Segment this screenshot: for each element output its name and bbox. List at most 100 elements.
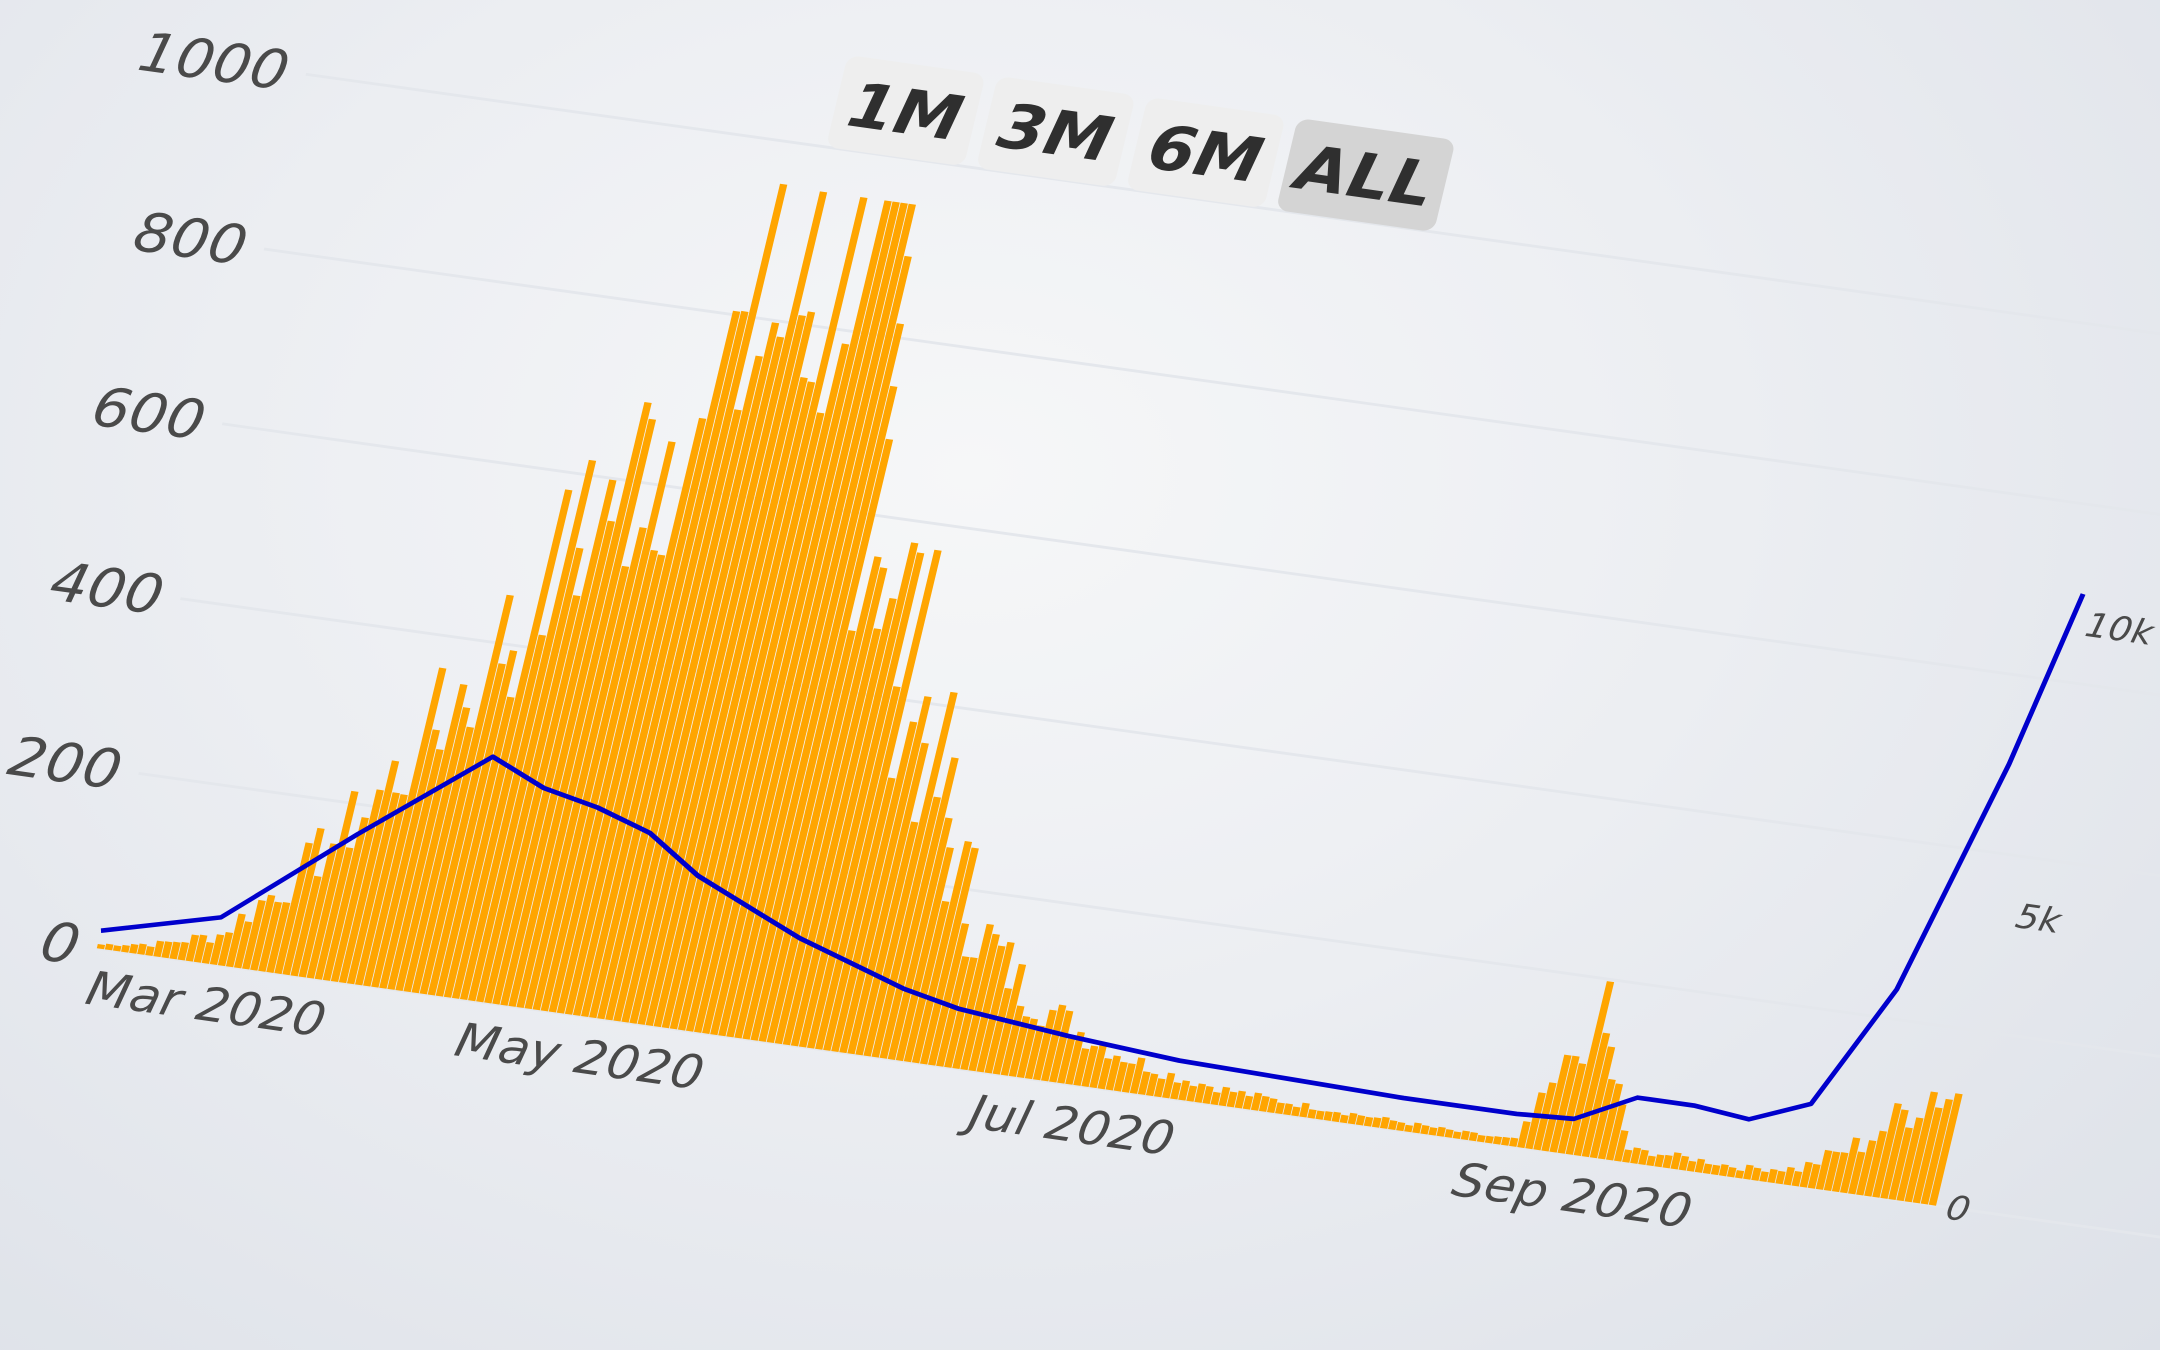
bar <box>1065 1031 1085 1085</box>
bar <box>258 901 283 972</box>
bar <box>112 945 122 952</box>
y-axis-right: 0 5k 10k <box>1942 605 2159 1229</box>
bar <box>669 412 825 1030</box>
range-button-6m[interactable]: 6M <box>1126 97 1286 208</box>
bar <box>613 336 785 1022</box>
bar <box>1565 981 1615 1155</box>
bar <box>177 941 189 961</box>
bar <box>1145 1073 1159 1097</box>
bar <box>879 757 959 1059</box>
bar <box>193 934 208 963</box>
bar <box>1412 1122 1422 1134</box>
bar <box>1081 1045 1099 1088</box>
bar <box>1331 1111 1342 1123</box>
bar <box>492 520 615 1005</box>
gridline-4 <box>263 247 2160 550</box>
bar <box>1307 1109 1317 1119</box>
bar <box>1210 1091 1221 1106</box>
bar <box>1315 1110 1325 1120</box>
bar <box>1234 1090 1246 1109</box>
bar <box>379 748 444 989</box>
bar <box>1856 1140 1877 1196</box>
bar <box>96 943 106 950</box>
bar <box>298 843 338 978</box>
bar <box>1613 1130 1629 1162</box>
bar <box>605 322 780 1021</box>
bar <box>1823 1151 1841 1192</box>
bar <box>790 542 919 1047</box>
bar <box>1517 1121 1531 1149</box>
bar <box>1041 1004 1067 1082</box>
bar <box>782 597 897 1046</box>
bar <box>1283 1103 1294 1116</box>
bar <box>1735 1170 1745 1179</box>
bar <box>1178 1080 1191 1101</box>
bar <box>169 941 181 960</box>
bar <box>1202 1085 1214 1105</box>
bar <box>1815 1149 1833 1190</box>
line-path <box>100 593 2086 1122</box>
bar <box>750 630 856 1041</box>
bar <box>137 943 147 955</box>
bar <box>581 183 788 1018</box>
bar <box>621 191 828 1023</box>
bar <box>387 683 468 990</box>
bar <box>314 847 354 980</box>
bar <box>419 663 506 995</box>
bar <box>411 594 514 994</box>
bar <box>161 941 173 959</box>
line-series <box>100 593 2086 1122</box>
bar <box>1799 1161 1813 1188</box>
y-tick-label: 600 <box>86 375 212 453</box>
bar <box>1468 1131 1478 1142</box>
bar <box>346 792 400 985</box>
range-button-3m[interactable]: 3M <box>976 76 1136 187</box>
bar <box>1363 1116 1374 1127</box>
bar <box>919 847 979 1065</box>
bar <box>726 323 905 1038</box>
bar <box>895 847 954 1062</box>
bar <box>1194 1083 1207 1103</box>
bar <box>1057 1038 1076 1084</box>
bar <box>524 527 647 1010</box>
bar <box>952 923 994 1069</box>
bar <box>242 899 266 970</box>
bar <box>1864 1130 1887 1197</box>
bar <box>1347 1112 1358 1125</box>
bar <box>1323 1111 1333 1121</box>
bar <box>1404 1124 1413 1133</box>
bar <box>435 696 515 997</box>
bar <box>322 817 369 981</box>
bar <box>685 200 892 1032</box>
range-button-all[interactable]: ALL <box>1276 118 1456 232</box>
bar <box>403 726 474 993</box>
bar <box>217 932 234 967</box>
bar <box>209 934 225 966</box>
bar <box>225 913 246 968</box>
bar <box>1525 1092 1546 1150</box>
y-axis-left: 0 200 400 600 800 1000 <box>2 21 295 978</box>
bar <box>871 796 941 1058</box>
range-button-1m[interactable]: 1M <box>826 55 986 166</box>
bar <box>338 760 400 984</box>
bar <box>1371 1117 1382 1128</box>
bar <box>944 957 978 1068</box>
bar <box>936 956 970 1067</box>
bar <box>572 310 749 1016</box>
bar <box>758 556 882 1042</box>
bar <box>363 667 447 987</box>
bar <box>693 201 900 1033</box>
bar <box>1541 1054 1572 1152</box>
bar <box>330 789 384 982</box>
bar <box>1266 1098 1278 1114</box>
bar <box>516 565 630 1008</box>
bar <box>121 944 130 953</box>
bar <box>1436 1126 1446 1137</box>
bar <box>887 817 953 1060</box>
bar <box>823 777 896 1051</box>
bar <box>1226 1091 1238 1108</box>
bar <box>968 945 1006 1072</box>
bar <box>282 827 325 976</box>
bar <box>355 794 408 986</box>
